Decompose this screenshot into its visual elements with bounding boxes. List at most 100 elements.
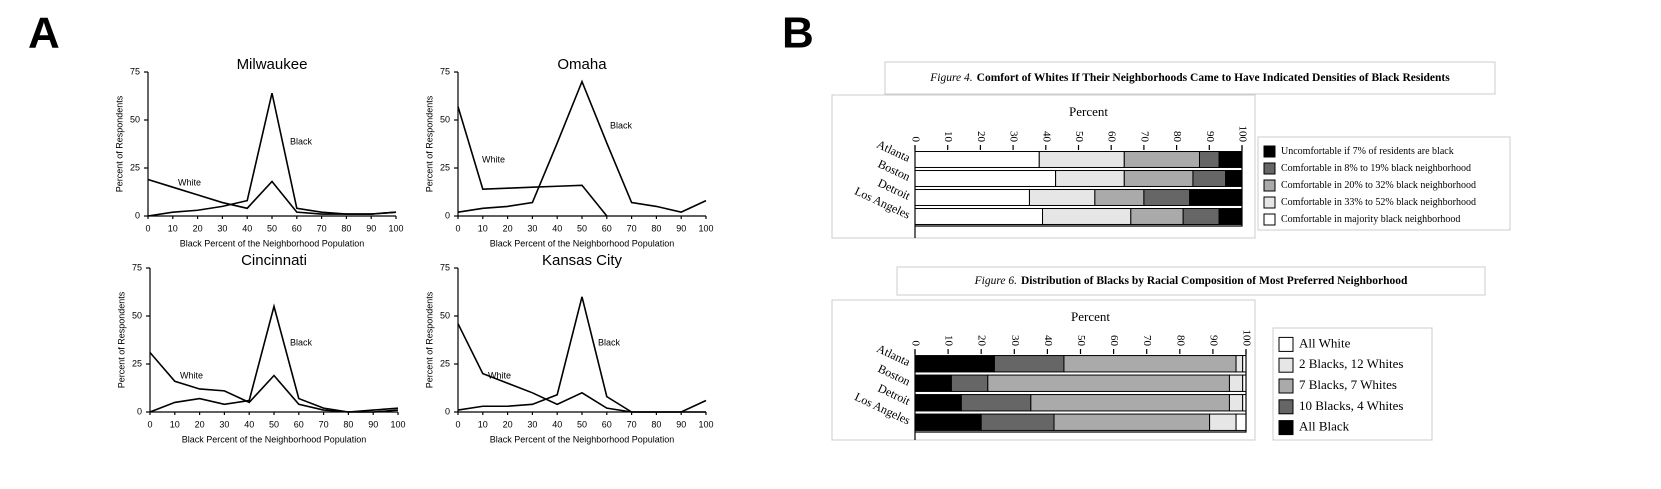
chart-title: Cincinnati [241,252,307,269]
chart-title: Kansas City [542,252,623,269]
x-tick-label: 40 [1042,335,1054,347]
bar-segment [914,413,982,431]
x-tick-label: 30 [527,419,537,429]
series-label: White [180,370,203,380]
x-tick-label: 100 [1240,330,1252,347]
x-tick-label: 50 [1075,335,1087,347]
x-tick-label: 60 [1106,131,1118,143]
bar-segment [1189,189,1243,206]
x-tick-label: 100 [698,419,713,429]
x-tick-label: 100 [1236,126,1248,143]
bar-segment [1225,170,1243,187]
legend-swatch [1278,420,1294,436]
x-tick-label: 30 [217,223,227,233]
x-tick-label: 0 [909,341,921,347]
x-tick-label: 40 [242,223,252,233]
y-tick-label: 75 [440,66,450,76]
x-tick-label: 40 [1040,131,1052,143]
x-tick-label: 0 [455,419,460,429]
bar-segment [1028,189,1096,206]
x-tick-label: 10 [170,419,180,429]
bar-segment [1053,413,1211,431]
bar-segment [1235,413,1247,431]
y-tick-label: 0 [135,210,140,220]
x-tick-label: 20 [195,419,205,429]
y-tick-label: 50 [130,114,140,124]
x-tick-label: 0 [145,223,150,233]
bar-segment [1123,151,1200,168]
axes [149,268,398,413]
y-axis-label: Percent of Respondents [114,95,124,192]
x-tick-label: 10 [168,223,178,233]
legend-label: Uncomfortable if 7% of residents are bla… [1281,146,1454,157]
x-axis-label: Black Percent of the Neighborhood Popula… [490,238,675,248]
figure-title: Comfort of Whites If Their Neighborhoods… [977,72,1451,84]
x-tick-label: 90 [676,223,686,233]
legend-box [1257,136,1511,231]
y-tick-label: 50 [440,114,450,124]
x-tick-label: 50 [577,223,587,233]
bar-segment [1123,170,1194,187]
bar-segment [914,170,1057,187]
panel-label: A [28,9,60,58]
bar-segment [1094,189,1145,206]
series-label: Black [290,337,313,347]
x-tick-label: 10 [478,223,488,233]
bar-segment [914,374,952,392]
y-tick-label: 0 [445,406,450,416]
bar-segment [914,355,995,373]
legend-swatch [1278,399,1294,415]
x-tick-label: 30 [1008,131,1020,143]
x-tick-label: 0 [147,419,152,429]
legend-swatch [1278,336,1294,352]
axes [457,72,706,217]
x-tick-label: 50 [269,419,279,429]
bar-segment [1055,170,1125,187]
bar-segment [1143,189,1191,206]
series-line [457,296,707,413]
bar-segment [1030,394,1230,412]
x-tick-label: 90 [366,223,376,233]
x-tick-label: 50 [267,223,277,233]
y-axis-label: Percent of Respondents [116,291,126,388]
chart-title: Omaha [557,56,607,73]
legend-label: Comfortable in 8% to 19% black neighborh… [1281,163,1471,174]
x-axis-label: Black Percent of the Neighborhood Popula… [182,434,367,444]
legend-label: Comfortable in 33% to 52% black neighbor… [1281,197,1476,208]
x-tick-label: 20 [503,223,513,233]
x-axis-label: Percent [1071,309,1110,324]
x-tick-label: 100 [388,223,403,233]
y-tick-label: 25 [130,162,140,172]
series-line [457,79,707,214]
x-tick-label: 100 [698,223,713,233]
bar-segment [914,208,1044,225]
title-box [884,61,1496,95]
x-tick-label: 80 [1174,335,1186,347]
bar-segment [950,374,989,392]
legend-label: All Black [1299,419,1350,434]
x-tick-label: 20 [975,131,987,143]
bar-segment [1235,355,1244,373]
x-tick-label: 60 [1108,335,1120,347]
y-tick-label: 75 [130,66,140,76]
bar-segment [1218,208,1243,225]
legend-swatch [1278,378,1294,394]
y-tick-label: 25 [132,358,142,368]
legend-swatch [1263,213,1276,226]
x-tick-label: 70 [1138,131,1150,143]
legend-swatch [1278,357,1294,373]
bar-segment [1192,170,1227,187]
bar-segment [1038,151,1125,168]
x-tick-label: 20 [976,335,988,347]
x-tick-label: 80 [343,419,353,429]
x-tick-label: 70 [319,419,329,429]
axes [457,268,706,413]
bar-segment [980,413,1055,431]
legend-swatch [1263,196,1276,209]
title-box [896,266,1486,296]
y-tick-label: 50 [440,310,450,320]
series-line [457,106,608,217]
x-tick-label: 40 [244,419,254,429]
x-tick-label: 80 [651,223,661,233]
legend-label: Comfortable in majority black neighborho… [1281,214,1460,225]
